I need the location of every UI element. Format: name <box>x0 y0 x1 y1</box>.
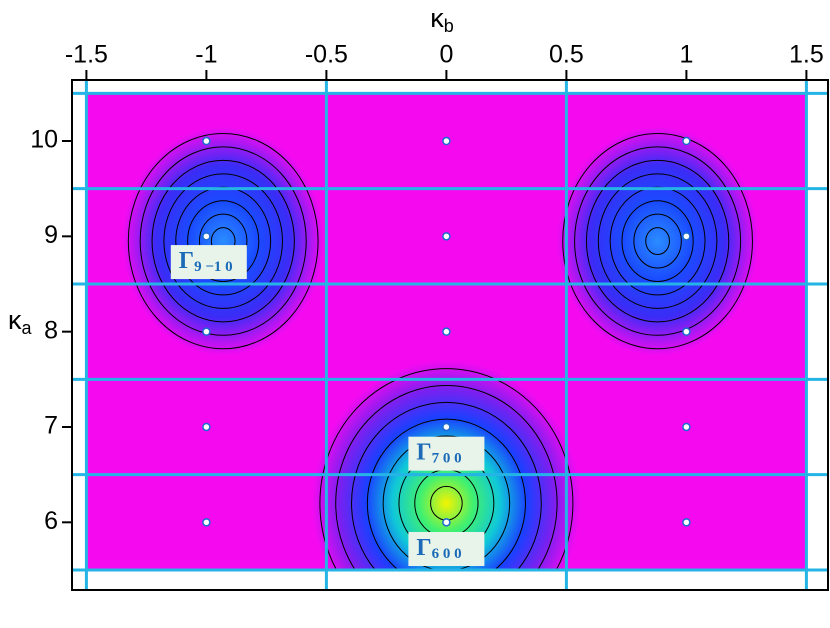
annotation: Γ7 0 0 <box>416 439 461 467</box>
peak <box>556 126 759 356</box>
contour-line <box>633 213 682 269</box>
lattice-point <box>202 422 211 432</box>
contour-line <box>139 146 307 336</box>
contour-line <box>585 159 730 323</box>
axis-label-part: b <box>444 16 454 36</box>
lattice-point <box>202 136 211 146</box>
contour-line <box>127 132 319 350</box>
contour-line <box>645 227 670 256</box>
axis-label-part: κ <box>8 305 22 335</box>
y-tick-label: 10 <box>30 126 58 154</box>
annotation-subscript: 6 0 0 <box>432 546 462 562</box>
overlay: Γ9 −1 0Γ7 0 0Γ6 0 0-1.5 -1 -0.5 0 0.5 1 1.5678… <box>8 3 829 591</box>
annotation-box <box>408 532 485 567</box>
lattice-point <box>682 518 691 527</box>
annotation-subscript: 9 −1 0 <box>194 260 233 276</box>
lattice-point <box>442 232 451 241</box>
contour-line <box>187 200 260 282</box>
contour-line <box>597 173 718 309</box>
lattice-point <box>682 136 691 146</box>
contour-line <box>163 173 283 309</box>
lattice-point <box>682 327 691 336</box>
x-tick-label: 1 <box>679 41 693 69</box>
y-tick-label: 7 <box>44 412 58 440</box>
contour-line <box>621 200 694 282</box>
contour-line <box>562 132 753 350</box>
lattice-point <box>202 518 211 527</box>
x-tick-label: 0.5 <box>549 41 584 69</box>
annotation-box <box>408 436 485 471</box>
peak <box>122 126 324 356</box>
lattice-point <box>442 327 451 336</box>
annotation-symbol: Γ <box>416 439 431 465</box>
annotation-subscript: 7 0 0 <box>432 451 462 467</box>
lattice-point <box>442 136 451 146</box>
annotation-symbol: Γ <box>416 535 431 561</box>
y-axis-label: κa <box>8 305 33 338</box>
y-tick-label: 9 <box>44 221 58 249</box>
x-tick-label: -1 <box>195 41 217 69</box>
lattice-point <box>202 232 211 241</box>
annotation: Γ6 0 0 <box>416 535 461 563</box>
axis-label-part: a <box>22 318 33 338</box>
y-tick-label: 6 <box>44 507 58 535</box>
lattice-point <box>442 422 451 432</box>
contour-line <box>351 401 542 570</box>
x-axis-label: κb <box>430 3 454 36</box>
axis-label-part: κ <box>430 3 444 33</box>
contour-line <box>382 435 511 570</box>
contour-line <box>574 146 742 336</box>
contour-line <box>151 159 295 323</box>
x-tick-label: 1.5 <box>789 41 824 69</box>
plot-frame <box>71 79 829 591</box>
lattice-point <box>202 327 211 336</box>
contour-line <box>335 385 558 570</box>
x-tick-label: 0 <box>439 41 453 69</box>
contour-line <box>319 368 574 570</box>
x-tick-label: -0.5 <box>305 41 348 69</box>
annotation-symbol: Γ <box>179 248 194 274</box>
lattice-point <box>682 422 691 432</box>
x-tick-label: -1.5 <box>65 41 108 69</box>
lattice-point <box>442 518 451 527</box>
annotation: Γ9 −1 0 <box>179 248 233 276</box>
y-tick-label: 8 <box>44 316 58 344</box>
contour-line <box>366 418 526 570</box>
annotation-box <box>170 245 247 280</box>
lattice-point <box>682 232 691 241</box>
